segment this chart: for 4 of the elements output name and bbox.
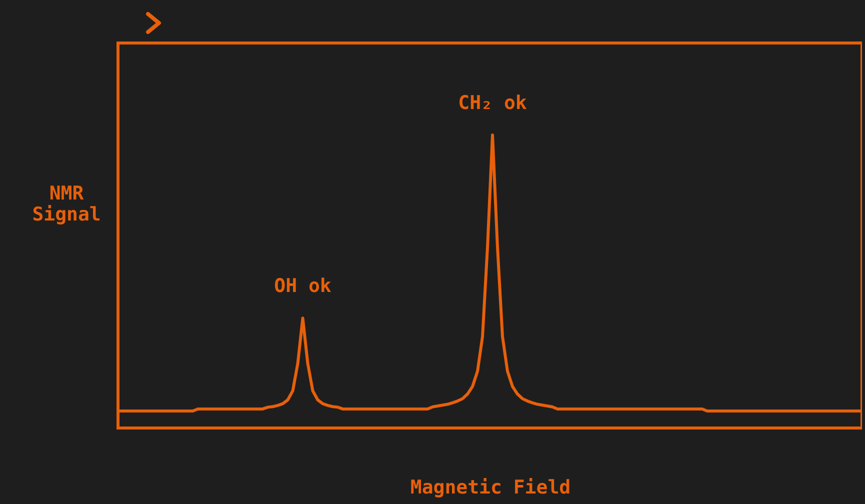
- annotation: OH ok: [274, 275, 332, 298]
- annotation: CH₂ ok: [458, 92, 528, 114]
- x-axis-title: Magnetic Field: [410, 476, 571, 498]
- y-axis-title: NMR Signal: [32, 182, 101, 226]
